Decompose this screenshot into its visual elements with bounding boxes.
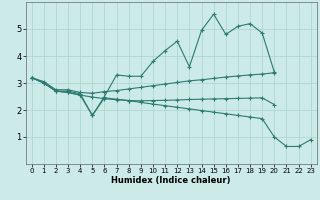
X-axis label: Humidex (Indice chaleur): Humidex (Indice chaleur) <box>111 176 231 185</box>
